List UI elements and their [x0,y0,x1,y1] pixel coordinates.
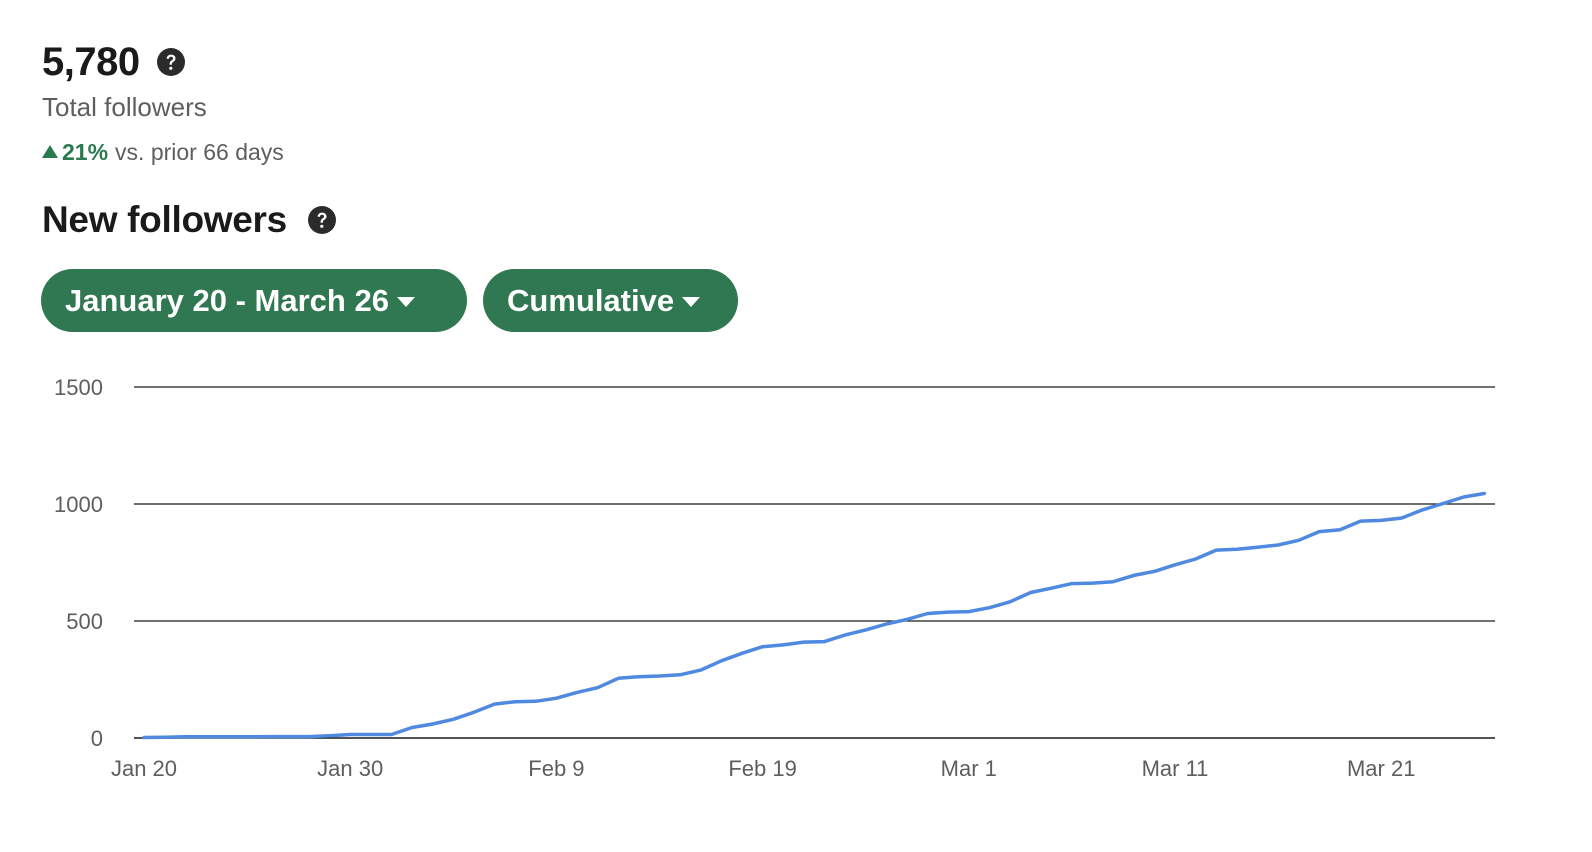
x-tick-label: Mar 1 [941,756,997,781]
x-tick-label: Jan 30 [317,756,383,781]
total-followers-label: Total followers [42,92,207,122]
new-followers-header: New followers [42,196,337,244]
x-tick-label: Feb 9 [528,756,584,781]
help-icon[interactable] [156,47,186,77]
total-followers-row: 5,780 [42,38,186,86]
caret-down-icon [396,296,415,307]
date-range-label: January 20 - March 26 [65,282,389,318]
y-tick-label: 0 [91,726,103,751]
x-tick-label: Mar 11 [1142,756,1209,781]
help-icon[interactable] [307,205,337,235]
delta-percent: 21% [62,139,109,165]
series-line-0 [142,491,1487,740]
caret-down-icon [682,296,701,307]
x-tick-label: Jan 20 [111,756,177,781]
y-tick-label: 1000 [54,492,103,517]
triangle-up-icon [42,144,58,158]
date-range-dropdown[interactable]: January 20 - March 26 [41,269,467,332]
x-tick-label: Mar 21 [1347,756,1415,781]
chart-mode-label: Cumulative [507,282,675,318]
y-tick-label: 1500 [54,375,103,400]
section-title: New followers [42,199,287,240]
followers-delta: 21% vs. prior 66 days [42,137,284,167]
delta-comparison-text: vs. prior 66 days [115,139,284,165]
x-tick-label: Feb 19 [728,756,797,781]
total-followers-value: 5,780 [42,40,140,84]
chart-mode-dropdown[interactable]: Cumulative [483,269,738,332]
y-tick-label: 500 [66,609,103,634]
